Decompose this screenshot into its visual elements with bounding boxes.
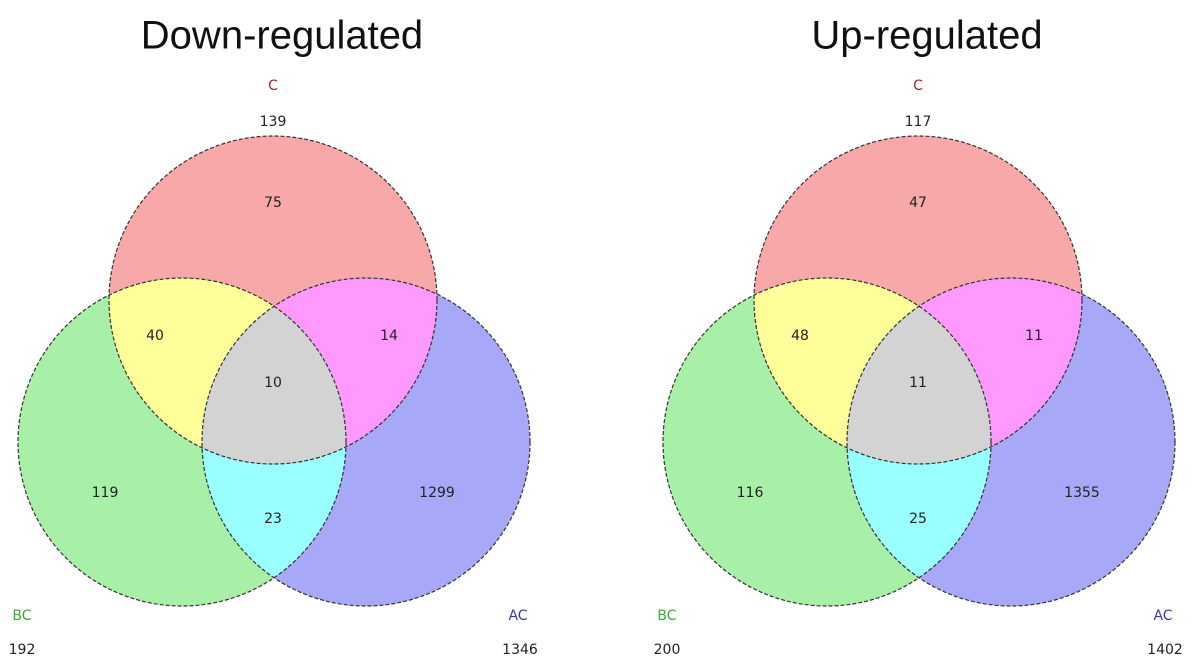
venn-diagram: Up-regulated C 117 BC 200 AC 1402 47 48 11 11 116 25… — [654, 14, 1183, 658]
set-total: 1402 — [1147, 642, 1183, 658]
set-total: 139 — [260, 114, 287, 130]
circle-outline — [17, 277, 347, 607]
circle-outline — [108, 135, 438, 465]
overlap-region — [202, 278, 346, 464]
circle-outline — [753, 135, 1083, 465]
region-count: 11 — [909, 375, 927, 391]
region-count: 119 — [92, 485, 119, 501]
region-count: 14 — [380, 328, 398, 344]
set-total: 200 — [654, 642, 681, 658]
region-count: 1299 — [419, 485, 455, 501]
venn-diagram: Down-regulated C 139 BC 192 AC 1346 75 40 14 10 119… — [9, 14, 538, 658]
region-count: 40 — [146, 328, 164, 344]
set-name: BC — [12, 608, 31, 624]
diagram-title: Down-regulated — [141, 14, 423, 58]
circle-outline — [201, 277, 531, 607]
region-count: 25 — [909, 511, 927, 527]
circle-outline — [846, 277, 1176, 607]
set-total: 192 — [9, 642, 36, 658]
set-name: AC — [508, 608, 527, 624]
region-count: 1355 — [1064, 485, 1100, 501]
overlap-region — [847, 278, 991, 464]
region-count: 116 — [737, 485, 764, 501]
region-count: 10 — [264, 375, 282, 391]
region-count: 23 — [264, 511, 282, 527]
region-count: 48 — [791, 328, 809, 344]
diagram-title: Up-regulated — [811, 14, 1042, 58]
set-name: BC — [657, 608, 676, 624]
region-count: 47 — [909, 195, 927, 211]
set-name: C — [268, 78, 278, 94]
region-count: 75 — [264, 195, 282, 211]
circle-outline — [662, 277, 992, 607]
region-count: 11 — [1025, 328, 1043, 344]
set-name: C — [913, 78, 923, 94]
set-total: 1346 — [502, 642, 538, 658]
set-total: 117 — [905, 114, 932, 130]
set-name: AC — [1153, 608, 1172, 624]
